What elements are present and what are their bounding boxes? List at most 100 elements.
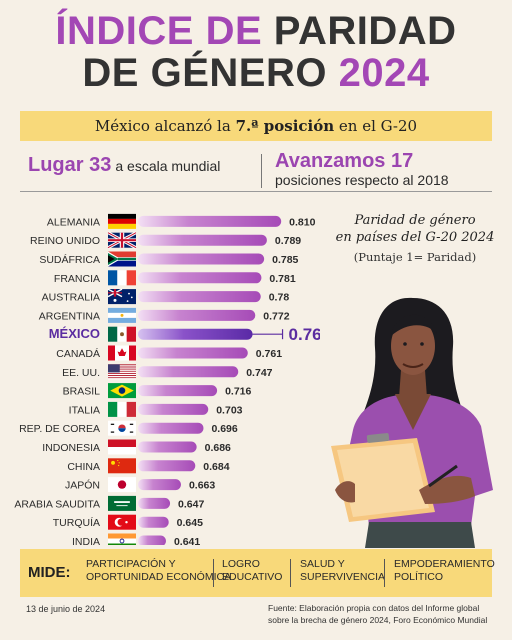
flag-china-icon	[108, 458, 136, 474]
flag-united-states-icon	[108, 364, 136, 380]
category-label: INDIA	[72, 536, 100, 545]
category-label: REP. DE COREA	[19, 423, 100, 435]
flag-canada-icon	[108, 345, 136, 361]
category-label: CANADÁ	[56, 347, 100, 360]
measure-item: SALUD Y SUPERVIVENCIA	[300, 558, 385, 584]
bar-chart: ALEMANIA 0.810 REINO UNIDO 0.789 SUDÁFRICA 0.…	[14, 213, 320, 545]
flag-brazil-icon	[108, 383, 136, 399]
advance-label: posiciones respecto al 2018	[275, 172, 449, 188]
category-label: BRASIL	[63, 386, 101, 398]
value-label: 0.781	[269, 273, 295, 285]
woman-with-clipboard-icon	[331, 297, 493, 548]
chart-row: INDIA 0.641	[72, 533, 200, 545]
chart-row: EE. UU. 0.747	[62, 364, 273, 380]
bar	[138, 347, 248, 359]
page-title: ÍNDICE DE PARIDAD DE GÉNERO 2024	[0, 10, 512, 94]
category-label: ITALIA	[69, 404, 100, 416]
flag-indonesia-icon	[108, 439, 136, 455]
value-label: 0.78	[269, 292, 290, 304]
value-label: 0.663	[189, 480, 215, 492]
measures-banner: MIDE: PARTICIPACIÓN Y OPORTUNIDAD ECONÓM…	[20, 549, 495, 597]
chart-row: BRASIL 0.716	[63, 383, 252, 399]
measure-line: EDUCATIVO	[222, 571, 283, 583]
chart-row: ALEMANIA 0.810	[47, 213, 316, 229]
chart-row: MÉXICO 0.768	[49, 325, 320, 344]
bar	[138, 309, 256, 321]
bar	[138, 403, 209, 415]
measures-divider	[213, 559, 214, 587]
value-label: 0.703	[216, 404, 242, 416]
measure-line: EMPODERAMIENTO	[394, 558, 495, 570]
world-rank-stat: Lugar 33 a escala mundial	[28, 154, 220, 177]
bar	[138, 516, 169, 528]
bar	[138, 535, 166, 545]
bar	[138, 291, 261, 303]
bar	[138, 272, 262, 284]
flag-turkey-icon	[108, 514, 136, 530]
flag-germany-icon	[108, 213, 136, 229]
world-rank-label: a escala mundial	[115, 158, 221, 174]
measure-line: LOGRO	[222, 558, 260, 570]
measures-divider	[384, 559, 385, 587]
value-label: 0.810	[289, 216, 315, 228]
chart-row: SUDÁFRICA 0.785	[39, 251, 299, 267]
bar	[138, 366, 239, 378]
value-label: 0.768	[289, 325, 320, 344]
chart-row: REINO UNIDO 0.789	[30, 231, 301, 250]
value-label: 0.789	[275, 235, 301, 247]
bar	[138, 215, 282, 227]
category-label: INDONESIA	[42, 442, 100, 454]
category-label: AUSTRALIA	[42, 292, 100, 304]
flag-saudi-arabia-icon	[108, 495, 136, 511]
measure-line: POLÍTICO	[394, 571, 444, 583]
category-label: ARABIA SAUDITA	[14, 498, 100, 510]
chart-row: AUSTRALIA 0.78	[42, 288, 290, 305]
category-label: REINO UNIDO	[30, 235, 100, 247]
title-part: DE GÉNERO	[82, 51, 327, 95]
chart-note: Paridad de género en países del G-20 202…	[332, 212, 498, 264]
chart-row: ARGENTINA 0.772	[39, 307, 290, 323]
bar	[138, 479, 181, 491]
bar	[138, 328, 253, 340]
value-label: 0.696	[211, 423, 237, 435]
bar	[138, 460, 196, 472]
measure-line: OPORTUNIDAD ECONÓMICA	[86, 571, 232, 583]
advance-stat: Avanzamos 17 posiciones respecto al 2018	[275, 150, 449, 189]
bar	[138, 234, 267, 246]
subtitle-pre: México alcanzó la	[94, 117, 236, 135]
measure-item: PARTICIPACIÓN Y OPORTUNIDAD ECONÓMICA	[86, 558, 231, 584]
category-label: EE. UU.	[62, 367, 100, 379]
value-label: 0.761	[256, 348, 282, 360]
measure-item: EMPODERAMIENTO POLÍTICO	[394, 558, 495, 584]
flag-south-africa-icon	[108, 251, 136, 267]
chart-row: ITALIA 0.703	[69, 401, 243, 417]
value-label: 0.645	[177, 517, 203, 529]
chart-note-line3: (Puntaje 1= Paridad)	[353, 250, 477, 264]
bar	[138, 441, 197, 453]
title-part: PARIDAD	[273, 9, 457, 53]
measures-divider	[290, 559, 291, 587]
category-label: SUDÁFRICA	[39, 253, 100, 266]
flag-argentina-icon	[108, 307, 136, 323]
value-label: 0.772	[263, 310, 289, 322]
subtitle-post: en el G-20	[334, 117, 418, 135]
flag-italy-icon	[108, 401, 136, 417]
source-note: Fuente: Elaboración propia con datos del…	[268, 603, 488, 625]
measure-line: SALUD Y	[300, 558, 345, 570]
category-label: FRANCIA	[54, 273, 100, 285]
category-label: TURQUÍA	[53, 516, 100, 529]
chart-note-line1: Paridad de género	[354, 213, 476, 228]
title-part: 2024	[338, 51, 430, 95]
flag-south-korea-icon	[108, 420, 136, 436]
value-label: 0.747	[246, 367, 272, 379]
value-label: 0.684	[203, 461, 229, 473]
measure-line: SUPERVIVENCIA	[300, 571, 385, 583]
measures-label: MIDE:	[28, 564, 71, 581]
flag-mexico-icon	[108, 326, 136, 342]
bar	[138, 385, 218, 397]
chart-row: INDONESIA 0.686	[42, 439, 231, 455]
flag-france-icon	[108, 270, 136, 286]
chart-row: FRANCIA 0.781	[54, 270, 296, 286]
category-label: MÉXICO	[49, 326, 100, 341]
chart-row: CANADÁ 0.761	[56, 345, 282, 361]
